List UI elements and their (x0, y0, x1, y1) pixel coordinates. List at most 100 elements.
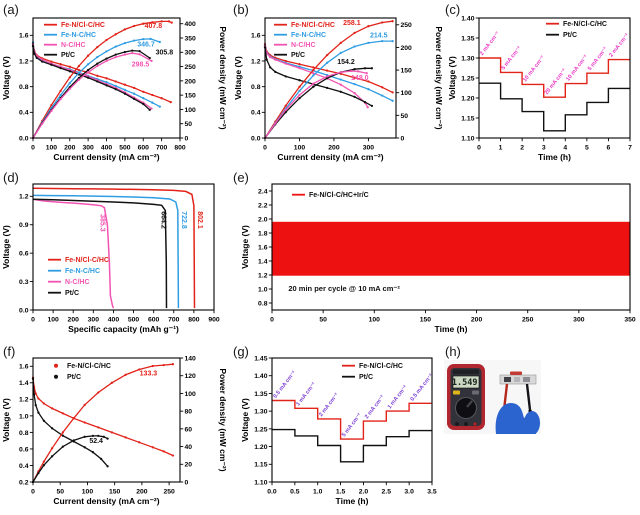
svg-text:0.0: 0.0 (251, 135, 261, 142)
svg-text:20 min per cycle @ 10 mA cm⁻²: 20 min per cycle @ 10 mA cm⁻² (288, 284, 400, 293)
svg-text:385.3: 385.3 (98, 214, 105, 232)
svg-text:900: 900 (208, 317, 220, 324)
svg-text:Current density (mA cm⁻²): Current density (mA cm⁻²) (277, 152, 383, 162)
svg-text:Time (h): Time (h) (435, 324, 468, 334)
svg-text:2: 2 (520, 145, 524, 152)
svg-text:Fe-N/Cl-C/HC: Fe-N/Cl-C/HC (291, 22, 335, 29)
svg-text:298.5: 298.5 (132, 62, 150, 69)
svg-text:0.0: 0.0 (267, 489, 277, 496)
svg-text:Fe-N/Cl-C/HC: Fe-N/Cl-C/HC (67, 363, 111, 370)
svg-text:100: 100 (294, 145, 306, 152)
svg-text:0.3: 0.3 (19, 279, 29, 286)
svg-text:140: 140 (185, 355, 197, 362)
svg-text:Specific capacity (mAh g⁻¹): Specific capacity (mAh g⁻¹) (68, 324, 179, 334)
svg-text:50: 50 (401, 113, 409, 120)
svg-text:50: 50 (185, 121, 193, 128)
svg-text:0: 0 (270, 317, 274, 324)
svg-text:0.4: 0.4 (251, 110, 261, 117)
svg-text:Pt/C: Pt/C (65, 290, 79, 297)
svg-text:100: 100 (369, 317, 381, 324)
svg-text:400: 400 (185, 21, 197, 28)
svg-text:722.8: 722.8 (180, 211, 187, 229)
svg-text:2 mA cm⁻²: 2 mA cm⁻² (363, 394, 386, 420)
svg-text:600: 600 (138, 145, 150, 152)
svg-text:1.6: 1.6 (258, 244, 268, 251)
svg-text:Pt/C: Pt/C (563, 32, 577, 39)
svg-text:Fe-N/Cl-C/HC: Fe-N/Cl-C/HC (563, 21, 607, 28)
svg-text:0.8: 0.8 (19, 84, 29, 91)
svg-text:700: 700 (156, 145, 168, 152)
svg-text:2 mA cm⁻²: 2 mA cm⁻² (478, 30, 501, 56)
svg-text:200: 200 (136, 489, 148, 496)
panel-h: (h) 1.5541.5541.5631.549 (442, 344, 640, 514)
svg-text:200: 200 (68, 317, 80, 324)
svg-text:0: 0 (31, 489, 35, 496)
panel-g-chart: 0.5 mA cm⁻²1 mA cm⁻² 2 mA cm⁻²5 mA cm⁻²2 … (240, 355, 437, 506)
svg-text:0.6: 0.6 (19, 446, 29, 453)
svg-text:5 mA cm⁻²: 5 mA cm⁻² (586, 46, 609, 72)
panel-c: (c) 2 mA cm⁻² 5 mA cm⁻² 10 mA cm⁻² 20 mA cm… (442, 2, 640, 168)
panel-e-label: (e) (233, 170, 249, 185)
svg-text:0: 0 (477, 145, 481, 152)
svg-text:Power density (mW cm⁻²): Power density (mW cm⁻²) (218, 26, 228, 129)
svg-text:0.8: 0.8 (251, 84, 261, 91)
svg-text:1.2: 1.2 (19, 58, 29, 65)
svg-text:250: 250 (522, 317, 534, 324)
svg-text:1.35: 1.35 (254, 391, 267, 398)
svg-text:0: 0 (31, 145, 35, 152)
svg-text:100: 100 (46, 145, 58, 152)
svg-text:100: 100 (47, 317, 59, 324)
svg-text:1.20: 1.20 (254, 444, 267, 451)
svg-text:Fe-N-C/HC: Fe-N-C/HC (61, 32, 96, 39)
svg-text:250: 250 (185, 64, 197, 71)
svg-text:0.6: 0.6 (19, 251, 29, 258)
svg-text:0.5 mA cm⁻²: 0.5 mA cm⁻² (409, 372, 435, 402)
svg-text:40: 40 (185, 444, 193, 451)
svg-text:700: 700 (168, 317, 180, 324)
svg-text:214.5: 214.5 (370, 32, 388, 39)
svg-text:2.0: 2.0 (359, 489, 369, 496)
svg-text:400: 400 (108, 317, 120, 324)
panel-b: (b) 258.1 214.5 154.2 148.0 0 100 200 300 0.0 0.4… (230, 2, 442, 168)
panel-f-chart: 133.352.40 50 100 150 200 2500.20.40.60.81.01… (1, 355, 228, 506)
svg-text:0.9: 0.9 (19, 222, 29, 229)
svg-text:1.10: 1.10 (254, 479, 267, 486)
svg-text:305.8: 305.8 (156, 49, 174, 56)
svg-text:300: 300 (88, 317, 100, 324)
svg-text:1 mA cm⁻²: 1 mA cm⁻² (295, 381, 318, 407)
svg-text:Voltage (V): Voltage (V) (240, 398, 250, 442)
svg-text:0.0: 0.0 (19, 307, 29, 314)
svg-text:5 mA cm⁻²: 5 mA cm⁻² (340, 412, 363, 438)
svg-text:1.549: 1.549 (452, 378, 478, 388)
svg-text:Fe-N-C/HC: Fe-N-C/HC (291, 32, 326, 39)
svg-text:200: 200 (471, 317, 483, 324)
panel-f-label: (f) (3, 344, 16, 359)
svg-text:1.30: 1.30 (461, 55, 474, 62)
svg-text:150: 150 (420, 317, 432, 324)
svg-text:Voltage (V): Voltage (V) (240, 225, 250, 269)
svg-text:0.8: 0.8 (19, 430, 29, 437)
svg-text:Fe-N/Cl-C/HC: Fe-N/Cl-C/HC (65, 257, 109, 264)
svg-text:2 mA cm⁻²: 2 mA cm⁻² (608, 32, 631, 58)
svg-text:Current density (mA cm⁻²): Current density (mA cm⁻²) (53, 152, 159, 162)
panel-g: (g) 0.5 mA cm⁻² 1 mA cm⁻² 2 mA cm⁻² 5 mA cm… (230, 344, 442, 514)
svg-text:2 mA cm⁻²: 2 mA cm⁻² (317, 392, 340, 418)
svg-text:350: 350 (185, 35, 197, 42)
svg-text:Fe-N/Cl-C/HC+Ir/C: Fe-N/Cl-C/HC+Ir/C (309, 192, 369, 199)
svg-text:52.4: 52.4 (89, 438, 103, 445)
svg-text:1.30: 1.30 (254, 409, 267, 416)
svg-text:0.8: 0.8 (258, 300, 268, 307)
svg-text:800: 800 (188, 317, 200, 324)
svg-text:500: 500 (119, 145, 131, 152)
panel-f: (f) 133.3 52.4 0 50 100 150 200 250 0.2 0.4 0.6 0.8… (0, 344, 230, 514)
svg-text:200: 200 (64, 145, 76, 152)
svg-text:100: 100 (82, 489, 94, 496)
svg-text:1.15: 1.15 (254, 462, 267, 469)
svg-text:5: 5 (585, 145, 589, 152)
svg-text:1 mA cm⁻²: 1 mA cm⁻² (386, 384, 409, 410)
svg-text:0.4: 0.4 (19, 110, 29, 117)
svg-text:Pt/C: Pt/C (359, 374, 373, 381)
svg-text:7: 7 (628, 145, 632, 152)
svg-text:10 mA cm⁻²: 10 mA cm⁻² (565, 54, 590, 83)
